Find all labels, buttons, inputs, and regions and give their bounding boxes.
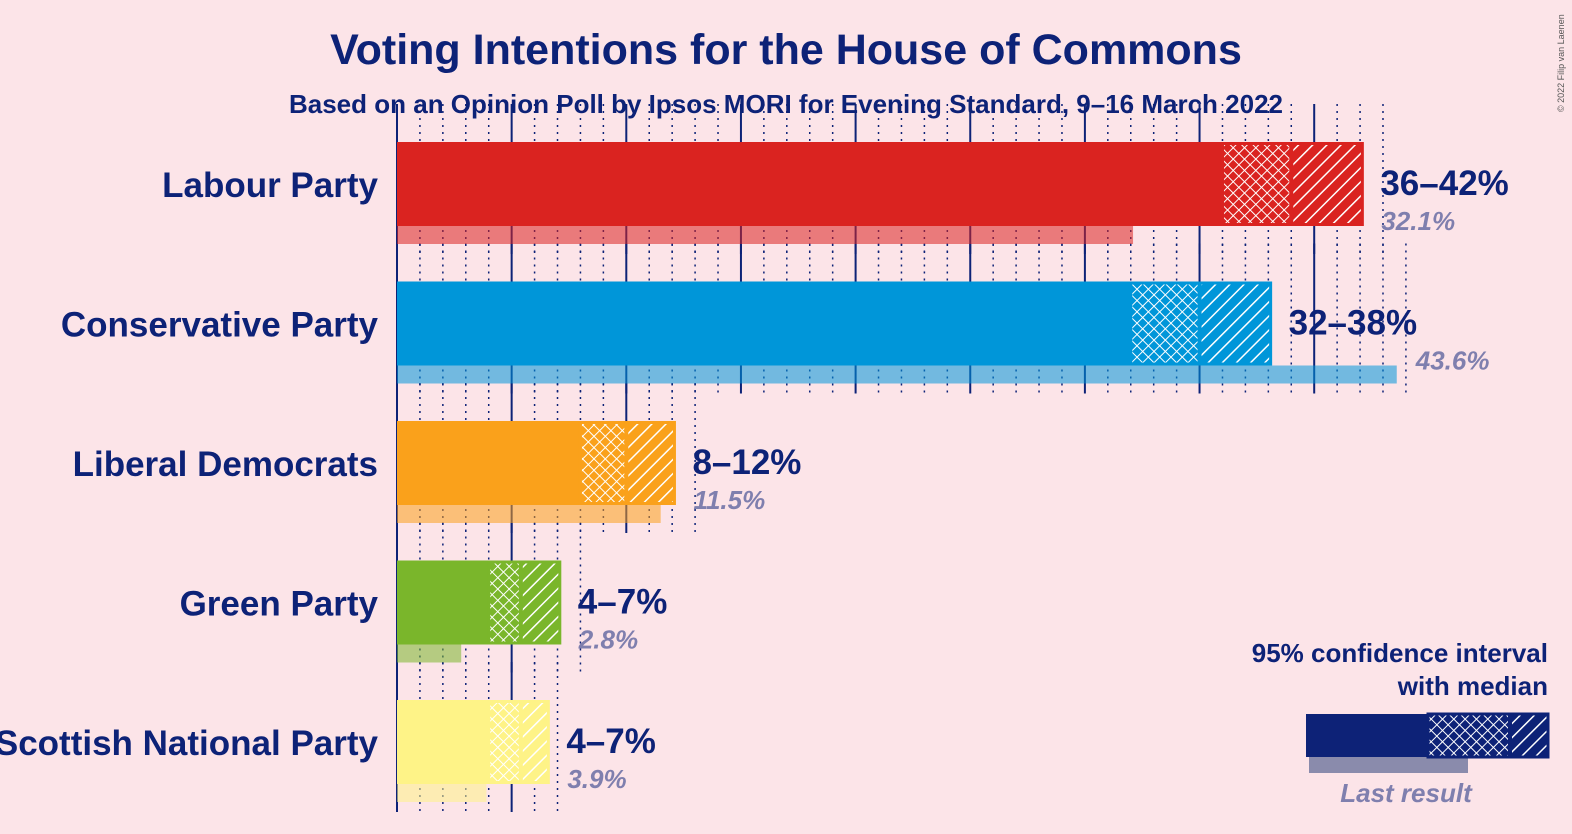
bars-group: [397, 142, 1397, 802]
last-result-label: 2.8%: [578, 625, 638, 655]
chart-subtitle: Based on an Opinion Poll by Ipsos MORI f…: [289, 89, 1283, 119]
last-result-bar: [397, 644, 462, 663]
range-label: 32–38%: [1289, 304, 1417, 343]
party-label: Green Party: [180, 585, 379, 624]
party-row: [397, 142, 1364, 244]
range-label: 8–12%: [692, 443, 801, 482]
legend-ci-outline: [1426, 712, 1550, 759]
labels-group: Labour Party 36–42%32.1% Conservative Part…: [0, 164, 1509, 794]
ci-cross-hatch-pattern: [580, 421, 627, 505]
estimate-bar: [397, 700, 489, 784]
last-result-label: 32.1%: [1381, 206, 1455, 236]
last-result-bar: [397, 365, 1397, 384]
ci-cross-hatch-pattern: [488, 700, 521, 784]
party-row: [397, 281, 1397, 384]
ci-diag-hatch-pattern: [1291, 142, 1363, 226]
chart-title: Voting Intentions for the House of Commo…: [330, 26, 1242, 74]
ci-diag-hatch-pattern: [520, 700, 549, 784]
range-label: 4–7%: [566, 722, 656, 761]
ci-diag-hatch-pattern: [520, 560, 560, 645]
last-result-bar: [397, 226, 1134, 244]
legend-solid-bar: [1306, 714, 1428, 757]
ci-cross-hatch-pattern: [1222, 142, 1292, 226]
party-label: Conservative Party: [61, 306, 379, 345]
estimate-bar: [397, 560, 489, 645]
range-label: 36–42%: [1380, 164, 1508, 203]
estimate-bar: [397, 142, 1223, 226]
party-row: [397, 560, 562, 663]
last-result-label: 43.6%: [1415, 346, 1490, 376]
ci-cross-hatch-pattern: [1130, 281, 1200, 366]
legend-line-1: 95% confidence interval: [1252, 638, 1548, 668]
last-result-label: 11.5%: [693, 485, 765, 515]
legend-diag-hatch-pattern: [1510, 714, 1548, 757]
party-label: Scottish National Party: [0, 724, 379, 763]
legend-last-result-label: Last result: [1340, 778, 1473, 808]
copyright-notice: © 2022 Filip van Laenen: [1556, 14, 1566, 112]
ci-outline: [487, 560, 562, 645]
last-result-bar: [397, 784, 487, 802]
ci-diag-hatch-pattern: [1199, 281, 1271, 366]
party-row: [397, 700, 550, 802]
range-label: 4–7%: [578, 583, 668, 622]
party-label: Labour Party: [162, 166, 378, 205]
legend-line-2: with median: [1397, 671, 1548, 701]
party-row: [397, 421, 676, 523]
legend-cross-hatch-pattern: [1428, 714, 1510, 757]
ci-cross-hatch-pattern: [488, 560, 521, 645]
last-result-bar: [397, 505, 661, 523]
legend: 95% confidence interval with median Last…: [1252, 638, 1550, 808]
estimate-bar: [397, 421, 581, 505]
last-result-label: 3.9%: [567, 764, 626, 794]
estimate-bar: [397, 281, 1131, 366]
ci-outline: [487, 700, 550, 784]
ci-diag-hatch-pattern: [626, 421, 675, 505]
party-label: Liberal Democrats: [73, 445, 378, 484]
